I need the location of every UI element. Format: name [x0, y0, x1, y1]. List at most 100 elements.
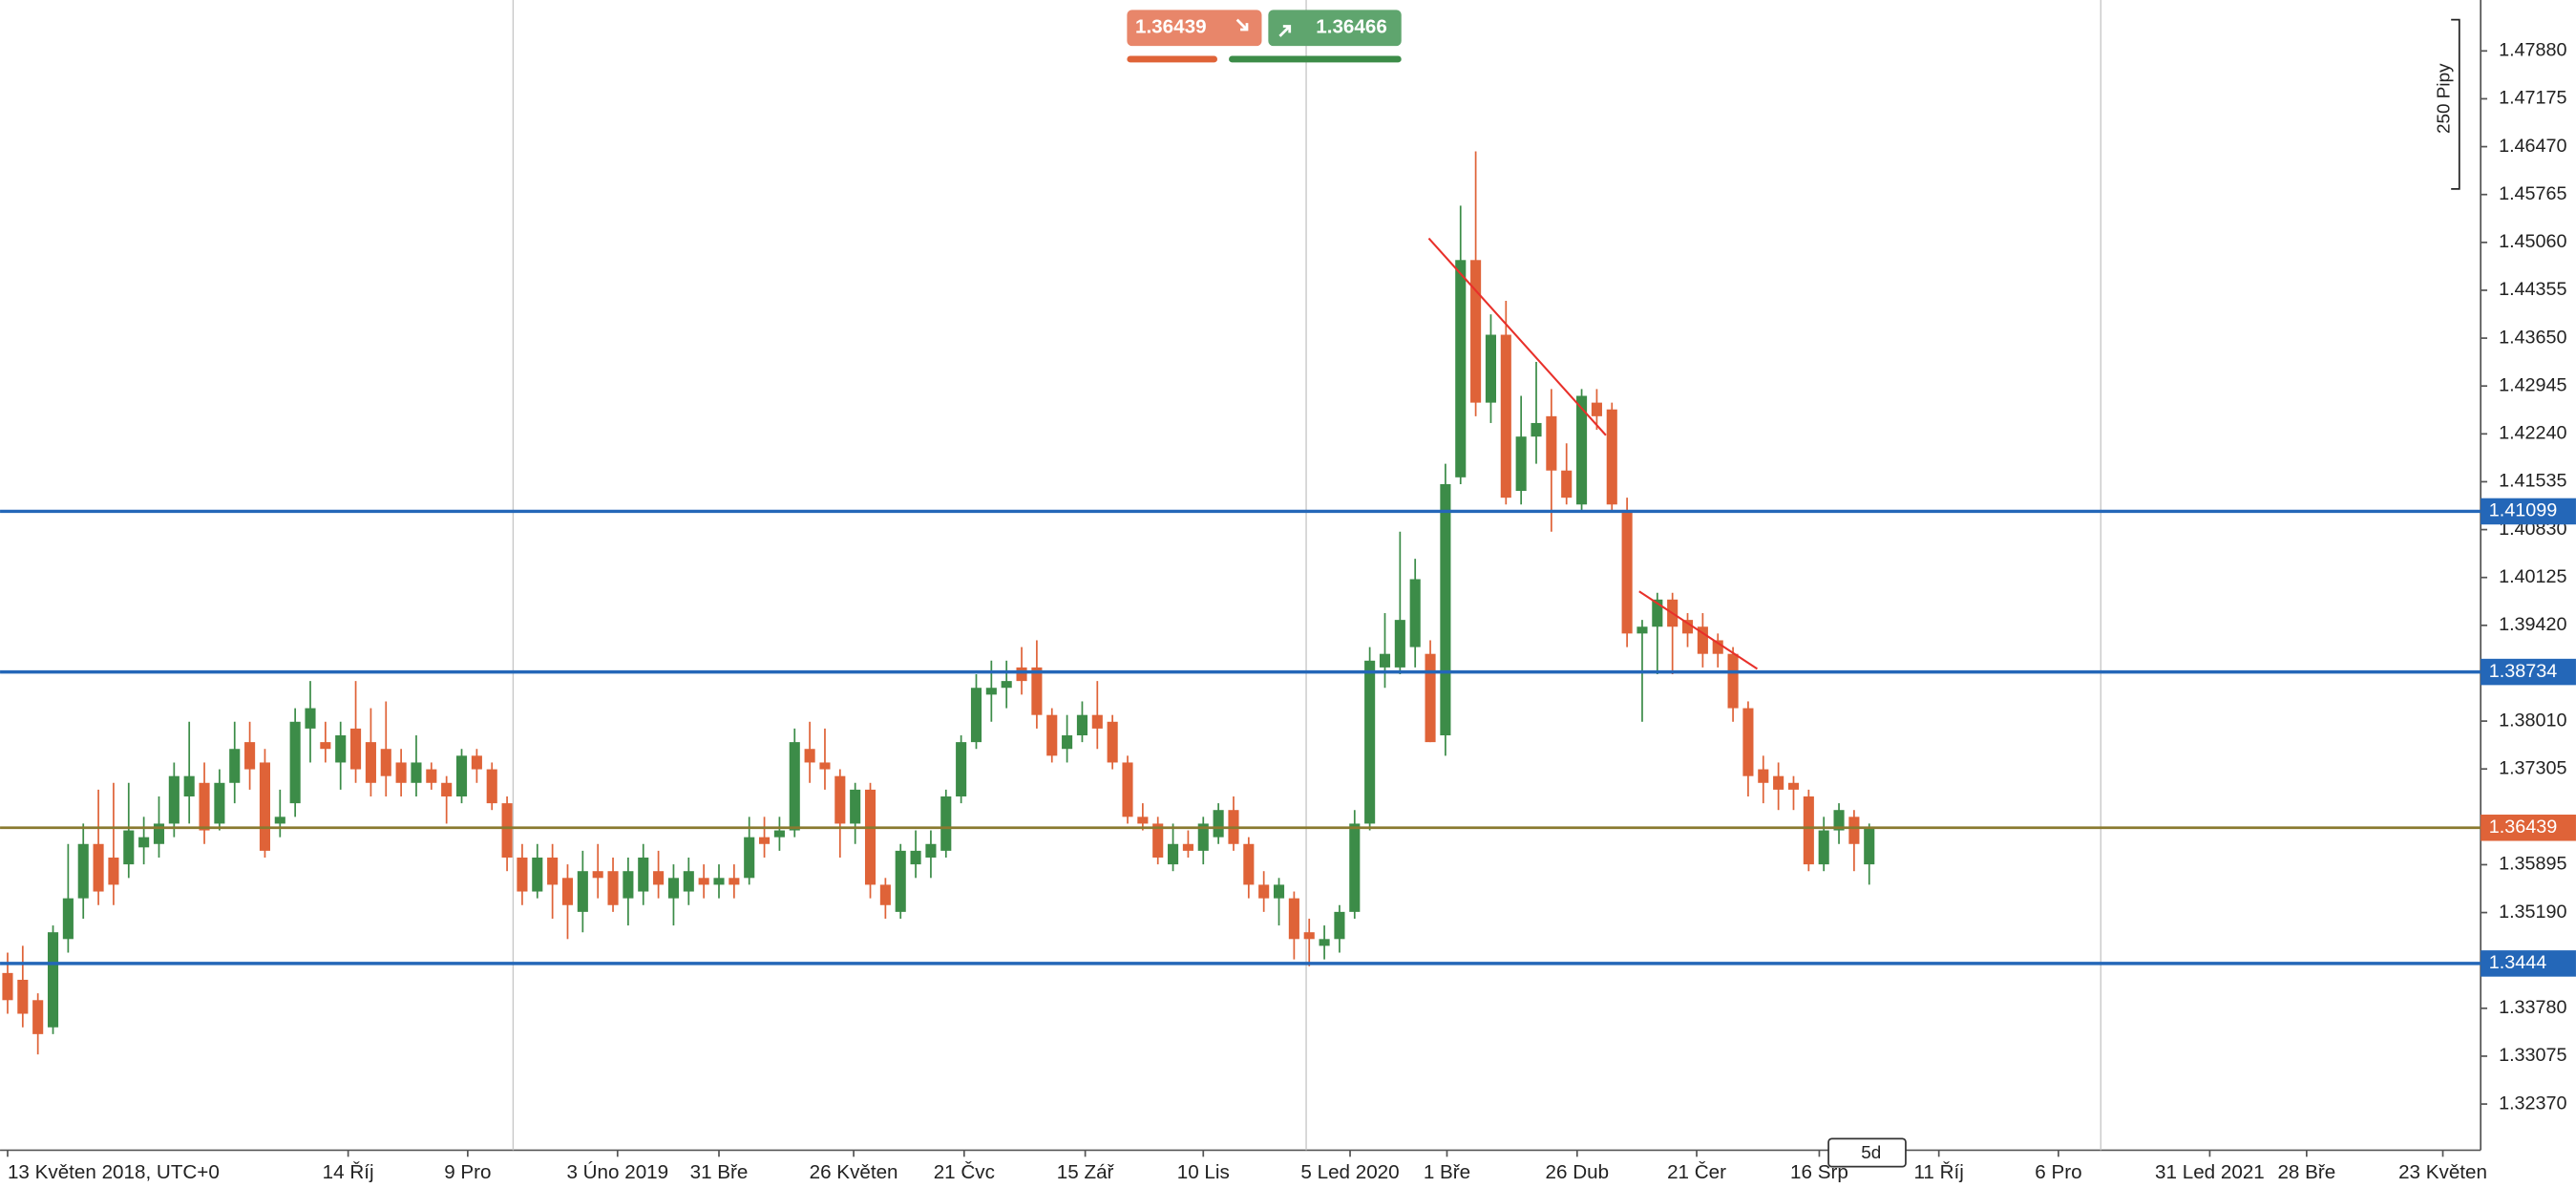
y-tick-label: 1.40125: [2499, 566, 2566, 587]
candle-body: [970, 688, 982, 743]
candle-body: [1425, 653, 1436, 743]
candle-body: [1288, 898, 1299, 940]
candle-body: [985, 688, 997, 695]
candle-body: [350, 728, 362, 770]
level-label-box: [2481, 498, 2576, 525]
candle-body: [1681, 620, 1694, 634]
level-label: 1.41099: [2489, 500, 2557, 521]
candle-body: [925, 843, 937, 858]
candle-body: [1440, 483, 1451, 736]
candle-body: [698, 878, 709, 885]
candle-body: [1787, 782, 1800, 790]
candle-body: [1758, 769, 1769, 783]
candle-body: [1697, 626, 1708, 654]
candle-body: [501, 803, 513, 858]
candle-body: [47, 932, 59, 1028]
candle-body: [199, 782, 210, 831]
candle-body: [1652, 599, 1663, 627]
candle-body: [607, 871, 619, 905]
candle-body: [1107, 721, 1118, 763]
buy-price: 1.36466: [1316, 16, 1387, 38]
y-tick-label: 1.46470: [2499, 136, 2566, 157]
candle-body: [592, 871, 603, 879]
candle-body: [1168, 843, 1179, 865]
candle-body: [244, 742, 256, 770]
candle-body: [623, 871, 634, 899]
candle-body: [910, 850, 921, 865]
y-tick-label: 1.33780: [2499, 997, 2566, 1018]
x-tick-label: 1 Bře: [1424, 1161, 1470, 1183]
candle-body: [455, 755, 468, 796]
candle-body: [1561, 470, 1573, 499]
x-tick-label: 10 Lis: [1177, 1161, 1230, 1183]
candle-body: [834, 775, 846, 824]
candle-body: [1712, 640, 1723, 654]
candle-body: [380, 749, 391, 776]
level-label: 1.3444: [2489, 952, 2546, 973]
candle-body: [1576, 395, 1588, 505]
candle-body: [1455, 260, 1467, 477]
buy-button[interactable]: [1268, 10, 1402, 47]
candle-body: [1500, 334, 1511, 499]
sell-button[interactable]: [1127, 10, 1262, 47]
candle-body: [1031, 667, 1043, 715]
candle-body: [1319, 939, 1330, 946]
y-tick-label: 1.47880: [2499, 40, 2566, 61]
x-tick-label: 11 Říj: [1913, 1161, 1963, 1183]
candle-body: [1803, 796, 1814, 865]
y-tick-label: 1.41535: [2499, 471, 2566, 492]
candle-body: [1091, 714, 1103, 729]
candle-body: [1742, 708, 1754, 776]
candle-body: [168, 775, 179, 824]
candle-body: [183, 775, 195, 796]
candle-body: [789, 742, 800, 831]
candle-body: [850, 789, 861, 824]
candle-body: [1349, 823, 1361, 912]
candle-body: [547, 857, 559, 885]
x-tick-label: 6 Pro: [2035, 1161, 2081, 1183]
candle-body: [1515, 436, 1527, 492]
candle-body: [713, 878, 725, 885]
sell-bar: [1127, 55, 1218, 63]
x-tick-label: 21 Čer: [1667, 1161, 1726, 1183]
x-tick-label: 14 Říj: [323, 1161, 374, 1183]
trend-line: [1427, 237, 1607, 436]
candle-body: [1621, 511, 1633, 634]
candle-body: [1470, 260, 1482, 403]
candle-body: [1531, 422, 1542, 437]
current-price-label: 1.36439: [2489, 817, 2557, 838]
x-tick-label: 28 Bře: [2277, 1161, 2335, 1183]
x-tick-label: 26 Dub: [1546, 1161, 1610, 1183]
range-bracket: [2451, 18, 2460, 190]
candle-body: [365, 742, 376, 783]
candle-body: [289, 721, 301, 804]
candle-body: [108, 857, 119, 885]
sell-price: 1.36439: [1135, 16, 1207, 38]
timeframe-frame: [1827, 1137, 1907, 1168]
candle-body: [274, 817, 285, 824]
x-tick-label: 13 Květen 2018, UTC+0: [8, 1161, 220, 1183]
x-tick-label: 3 Úno 2019: [566, 1161, 668, 1183]
candle-body: [940, 796, 952, 851]
level-label-box: [2481, 658, 2576, 686]
timeframe-box[interactable]: 5d: [1827, 1137, 1907, 1168]
candle-body: [1833, 810, 1845, 831]
y-tick-label: 1.42240: [2499, 423, 2566, 444]
level-label: 1.38734: [2489, 661, 2557, 682]
candle-body: [744, 837, 755, 879]
y-tick-label: 1.47175: [2499, 88, 2566, 109]
candle-body: [32, 1000, 44, 1034]
x-tick-label: 23 Květen: [2398, 1161, 2487, 1183]
candle-body: [956, 742, 967, 796]
y-tick-label: 1.45765: [2499, 183, 2566, 204]
candle-body: [517, 857, 528, 892]
candle-body: [895, 850, 906, 912]
candle-body: [561, 878, 574, 905]
candle-body: [532, 857, 543, 892]
x-tick-label: 21 Čvc: [934, 1161, 995, 1183]
candle-body: [1818, 830, 1829, 865]
candle-body: [819, 762, 831, 770]
x-tick-label: 5 Led 2020: [1300, 1161, 1399, 1183]
candle-body: [62, 898, 74, 940]
